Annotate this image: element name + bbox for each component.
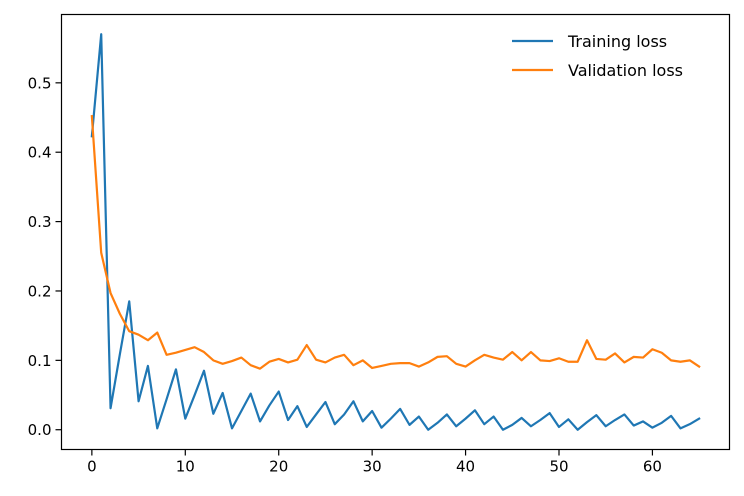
y-tick-label: 0.0 [28,421,52,439]
x-tick-label: 20 [269,458,288,476]
x-tick-label: 40 [456,458,475,476]
series-line-validation-loss [90,114,701,370]
x-tick-label: 10 [176,458,195,476]
legend: Training loss Validation loss [512,32,683,80]
legend-label: Training loss [567,32,667,51]
x-tick-label: 60 [643,458,662,476]
x-tick-label: 0 [87,458,97,476]
plot-frame [60,13,731,451]
y-tick-label: 0.1 [28,352,52,370]
x-axis: 0 10 20 30 40 50 60 [87,449,662,476]
series-line-training-loss [90,33,701,431]
x-tick-label: 50 [549,458,568,476]
x-tick-label: 30 [363,458,382,476]
y-tick-label: 0.3 [28,213,52,231]
y-tick-label: 0.4 [28,144,52,162]
y-axis: 0.0 0.1 0.2 0.3 0.4 0.5 [28,74,62,439]
series-lines [90,33,701,431]
y-tick-label: 0.5 [28,74,52,92]
y-tick-label: 0.2 [28,282,52,300]
legend-label: Validation loss [568,61,683,80]
